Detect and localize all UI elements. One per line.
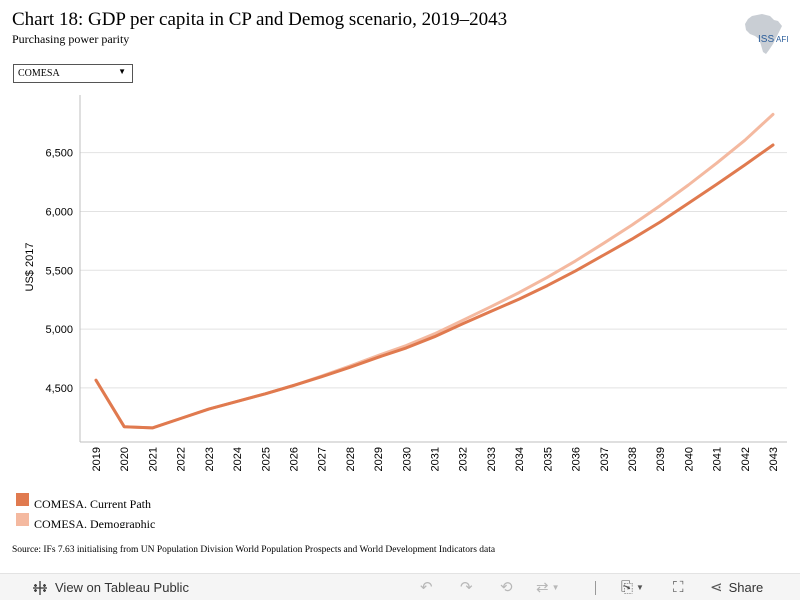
download-icon: ⎘ [621, 579, 634, 596]
chevron-down-icon: ▼ [118, 67, 126, 76]
download-button[interactable]: ⎘ ▼ [621, 574, 644, 600]
x-tick-label: 2040 [683, 447, 695, 471]
iss-africa-logo: ISS AFI [745, 14, 788, 54]
refresh-icon: ⇄ [536, 579, 549, 596]
legend-item[interactable]: COMESA. Current Path [14, 491, 214, 511]
gridlines [80, 152, 787, 389]
x-tick-label: 2036 [571, 447, 583, 471]
share-label: Share [728, 580, 764, 595]
undo-button[interactable]: ↶ [420, 574, 433, 600]
x-tick-label: 2027 [317, 447, 329, 471]
share-button[interactable]: ⋖ Share [710, 574, 763, 600]
y-tick-label: 6,000 [45, 206, 73, 218]
x-tick-label: 2041 [712, 447, 724, 471]
legend-label: COMESA. Demographic [34, 517, 156, 528]
undo-icon: ↶ [420, 579, 433, 596]
x-tick-label: 2029 [373, 447, 385, 471]
fullscreen-button[interactable]: ⛶ [673, 574, 684, 600]
africa-map-icon [745, 14, 782, 54]
chevron-down-icon: ▼ [636, 582, 644, 592]
tableau-logo-icon [33, 580, 47, 595]
x-tick-label: 2019 [91, 447, 103, 471]
x-tick-label: 2021 [147, 447, 159, 471]
legend-item[interactable]: COMESA. Demographic [14, 511, 214, 528]
revert-button[interactable]: ⟲ [500, 574, 513, 600]
x-tick-label: 2020 [119, 447, 131, 471]
y-tick-label: 6,500 [45, 148, 73, 160]
x-tick-label: 2042 [740, 447, 752, 471]
legend: COMESA. Current Path COMESA. Demographic [14, 491, 214, 528]
logo-text-suffix: AFI [776, 35, 788, 44]
x-tick-label: 2034 [514, 447, 526, 471]
chart-subtitle: Purchasing power parity [12, 32, 130, 46]
x-tick-label: 2031 [430, 447, 442, 471]
x-tick-labels: 2019 2020 2021 2022 2023 2024 2025 2026 2027 2028… [91, 447, 780, 471]
series-line [94, 143, 775, 430]
x-tick-label: 2035 [542, 447, 554, 471]
y-tick-label: 5,000 [45, 324, 73, 336]
source-note: Source: IFs 7.63 initialising from UN Po… [12, 545, 496, 555]
x-tick-label: 2039 [655, 447, 667, 471]
redo-icon: ↷ [460, 579, 473, 596]
y-tick-labels: 4,500 5,000 5,500 6,000 6,500 [45, 148, 73, 395]
x-tick-label: 2025 [260, 447, 272, 471]
legend-swatch [16, 493, 29, 506]
view-on-tableau-button[interactable]: View on Tableau Public [32, 574, 189, 600]
toolbar-divider [595, 581, 596, 595]
x-tick-label: 2030 [401, 447, 413, 471]
x-tick-label: 2022 [176, 447, 188, 471]
x-tick-label: 2032 [458, 447, 470, 471]
x-tick-label: 2033 [486, 447, 498, 471]
region-filter-value: COMESA [18, 68, 60, 79]
refresh-button[interactable]: ⇄ ▼ [536, 574, 560, 600]
y-tick-label: 4,500 [45, 383, 73, 395]
series-lines [94, 112, 775, 430]
revert-icon: ⟲ [500, 579, 513, 596]
view-on-tableau-label: View on Tableau Public [55, 580, 189, 595]
chevron-down-icon: ▼ [551, 582, 560, 592]
y-tick-label: 5,500 [45, 265, 73, 277]
x-tick-label: 2023 [204, 447, 216, 471]
x-tick-label: 2043 [768, 447, 780, 471]
x-tick-label: 2026 [288, 447, 300, 471]
region-filter-dropdown[interactable]: COMESA ▼ [13, 64, 133, 83]
chart-title: Chart 18: GDP per capita in CP and Demog… [12, 9, 508, 30]
share-icon: ⋖ [710, 579, 723, 596]
x-tick-label: 2038 [627, 447, 639, 471]
legend-swatch [16, 513, 29, 526]
logo-text: ISS [758, 34, 774, 45]
x-tick-label: 2037 [599, 447, 611, 471]
redo-button[interactable]: ↷ [460, 574, 473, 600]
y-axis-label: US$ 2017 [24, 243, 36, 292]
legend-label: COMESA. Current Path [34, 497, 151, 511]
tableau-toolbar: View on Tableau Public ↶ ↷ ⟲ ⇄ ▼ ⎘ ▼ ⛶ ⋖ S… [0, 573, 800, 600]
fullscreen-icon: ⛶ [673, 579, 684, 596]
x-tick-label: 2028 [345, 447, 357, 471]
x-tick-label: 2024 [232, 447, 244, 471]
series-line [94, 112, 775, 430]
